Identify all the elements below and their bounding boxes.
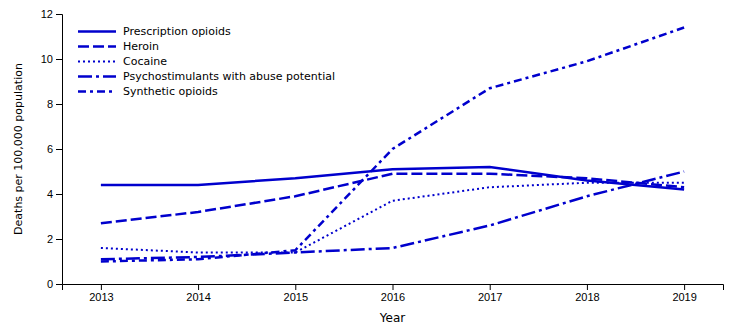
legend-swatch bbox=[78, 45, 116, 48]
y-tick: 10 bbox=[41, 53, 62, 65]
series-line bbox=[101, 172, 684, 260]
legend-label: Heroin bbox=[123, 40, 159, 53]
x-tick-mark bbox=[393, 284, 394, 290]
legend-swatch bbox=[78, 90, 116, 93]
y-tick-label: 2 bbox=[47, 233, 53, 245]
x-tick-label: 2019 bbox=[672, 291, 696, 303]
x-tick-label: 2014 bbox=[186, 291, 210, 303]
legend-label: Synthetic opioids bbox=[123, 85, 218, 98]
y-tick-mark bbox=[56, 104, 62, 105]
lines bbox=[101, 28, 684, 262]
y-tick: 0 bbox=[47, 278, 62, 290]
y-tick-mark bbox=[56, 194, 62, 195]
x-tick-mark bbox=[295, 284, 296, 290]
legend-swatch bbox=[78, 61, 116, 63]
legend-item: Heroin bbox=[78, 40, 159, 53]
y-tick: 6 bbox=[47, 143, 62, 155]
x-axis: 2013 2014 2015 2016 2017 2018 2019 bbox=[63, 284, 724, 303]
legend-swatch bbox=[78, 75, 116, 78]
y-tick-label: 12 bbox=[41, 8, 53, 20]
y-tick-mark bbox=[56, 284, 62, 285]
legend: Prescription opioids Heroin Cocaine Psychos… bbox=[78, 25, 335, 98]
x-tick: 2017 bbox=[478, 284, 502, 303]
x-tick-label: 2016 bbox=[381, 291, 405, 303]
y-tick-label: 8 bbox=[47, 98, 53, 110]
x-tick-label: 2015 bbox=[284, 291, 308, 303]
legend-label: Prescription opioids bbox=[123, 25, 231, 38]
x-axis-title: Year bbox=[379, 311, 405, 325]
x-tick: 2016 bbox=[381, 284, 405, 303]
x-tick-mark bbox=[198, 284, 199, 290]
x-tick-label: 2013 bbox=[89, 291, 113, 303]
y-tick: 12 bbox=[41, 8, 62, 20]
chart: 2013 2014 2015 2016 2017 2018 2019 0 2 4 6 8 10 12 Yea… bbox=[0, 0, 745, 330]
x-tick-mark bbox=[684, 284, 685, 290]
legend-swatch bbox=[78, 30, 116, 33]
series-line bbox=[101, 28, 684, 262]
y-tick: 8 bbox=[47, 98, 62, 110]
x-tick: 2015 bbox=[284, 284, 308, 303]
y-tick-mark bbox=[56, 239, 62, 240]
y-tick-label: 6 bbox=[47, 143, 53, 155]
series-line bbox=[101, 174, 684, 224]
x-tick-mark bbox=[587, 284, 588, 290]
legend-label: Psychostimulants with abuse potential bbox=[123, 70, 335, 83]
x-tick: 2018 bbox=[575, 284, 599, 303]
x-tick-mark bbox=[490, 284, 491, 290]
legend-item: Synthetic opioids bbox=[78, 85, 218, 98]
legend-item: Cocaine bbox=[78, 55, 167, 68]
y-tick-label: 4 bbox=[47, 188, 53, 200]
y-axis-title: Deaths per 100,000 population bbox=[12, 63, 25, 235]
y-axis-line bbox=[56, 15, 63, 285]
plot: 2013 2014 2015 2016 2017 2018 2019 0 2 4 6 8 10 12 Yea… bbox=[12, 8, 724, 325]
y-tick-label: 0 bbox=[47, 278, 53, 290]
x-tick-label: 2018 bbox=[575, 291, 599, 303]
y-tick-mark bbox=[56, 14, 62, 15]
legend-item: Prescription opioids bbox=[78, 25, 231, 38]
y-tick-mark bbox=[56, 149, 62, 150]
legend-item: Psychostimulants with abuse potential bbox=[78, 70, 335, 83]
y-axis: 0 2 4 6 8 10 12 bbox=[41, 8, 63, 290]
x-tick: 2019 bbox=[672, 284, 696, 303]
y-tick-mark bbox=[56, 59, 62, 60]
x-tick-label: 2017 bbox=[478, 291, 502, 303]
x-tick: 2014 bbox=[186, 284, 210, 303]
y-tick-label: 10 bbox=[41, 53, 53, 65]
legend-label: Cocaine bbox=[123, 55, 167, 68]
y-tick: 2 bbox=[47, 233, 62, 245]
x-tick-mark bbox=[101, 284, 102, 290]
x-tick: 2013 bbox=[89, 284, 113, 303]
x-axis-line bbox=[63, 285, 724, 291]
y-tick: 4 bbox=[47, 188, 62, 200]
